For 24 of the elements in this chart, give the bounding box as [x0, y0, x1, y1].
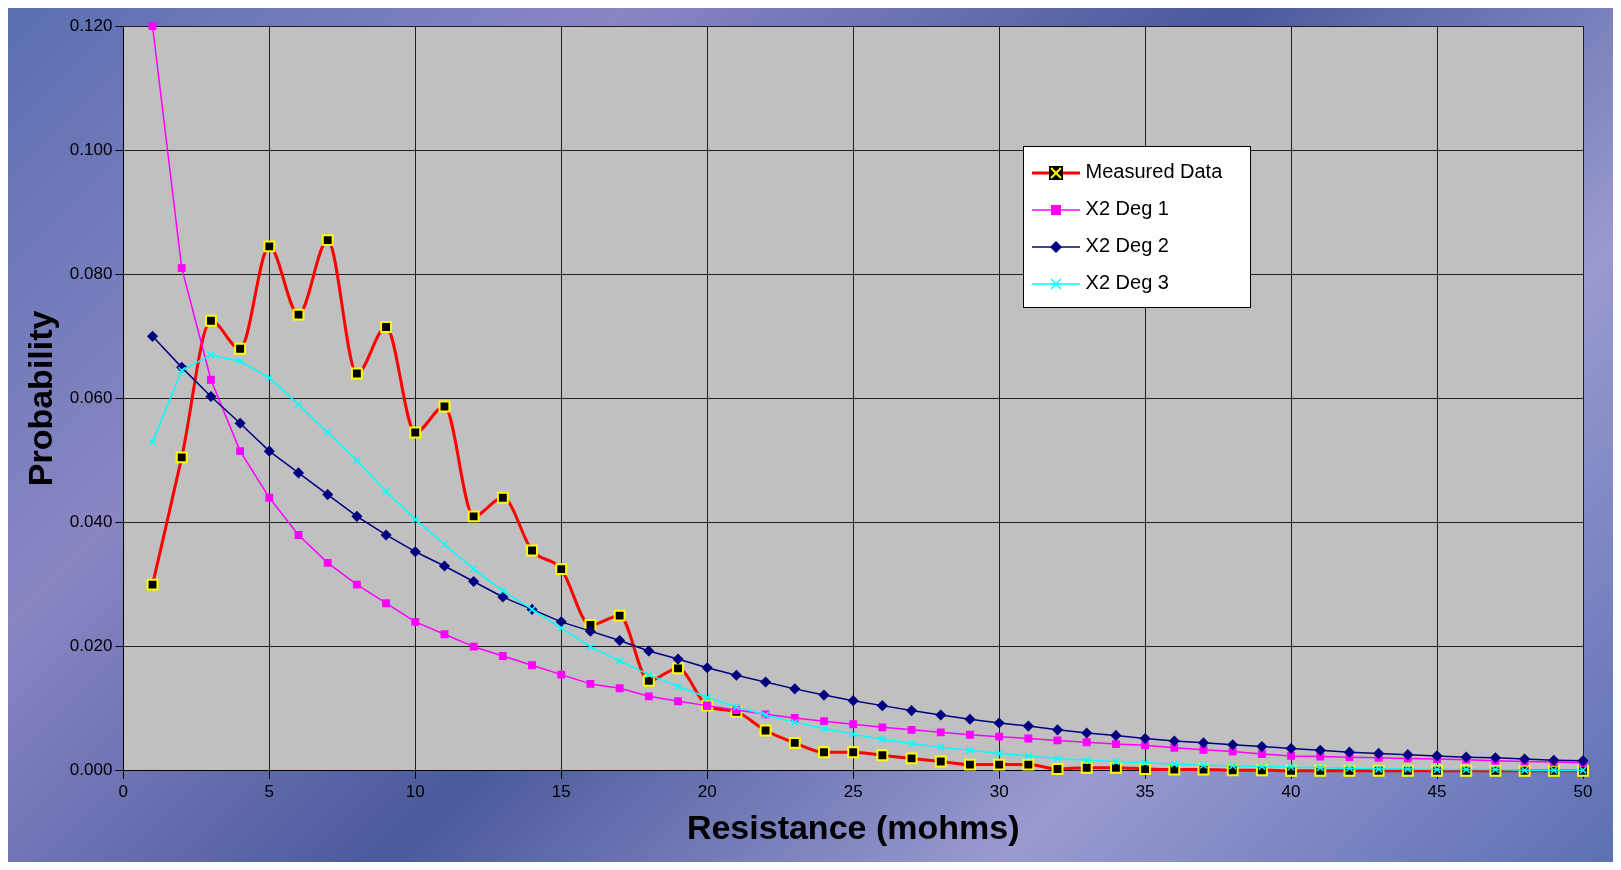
y-tick-label: 0.000	[69, 760, 113, 780]
x-tick-label: 10	[405, 781, 425, 801]
x-tick-label: 5	[264, 781, 275, 801]
y-tick-label: 0.120	[69, 15, 113, 35]
legend-label: X2 Deg 3	[1085, 271, 1169, 293]
y-tick-label: 0.060	[69, 388, 113, 408]
x-tick-label: 15	[551, 781, 571, 801]
x-tick-label: 45	[1427, 781, 1447, 801]
legend-label: X2 Deg 2	[1085, 234, 1169, 256]
y-tick-label: 0.080	[69, 263, 113, 283]
y-tick-label: 0.100	[69, 139, 113, 159]
legend-label: X2 Deg 1	[1085, 197, 1169, 219]
y-tick-label: 0.020	[69, 636, 113, 656]
y-tick-label: 0.040	[69, 512, 113, 532]
x-tick-label: 35	[1135, 781, 1155, 801]
x-axis-title: Resistance (mohms)	[686, 807, 1020, 846]
x-tick-label: 0	[118, 781, 129, 801]
y-axis-title: Probability	[20, 310, 59, 487]
x-tick-label: 25	[843, 781, 863, 801]
x-tick-label: 20	[697, 781, 717, 801]
x-tick-label: 50	[1573, 781, 1593, 801]
x-tick-label: 40	[1281, 781, 1301, 801]
x-tick-label: 30	[989, 781, 1009, 801]
legend-label: Measured Data	[1085, 160, 1223, 182]
